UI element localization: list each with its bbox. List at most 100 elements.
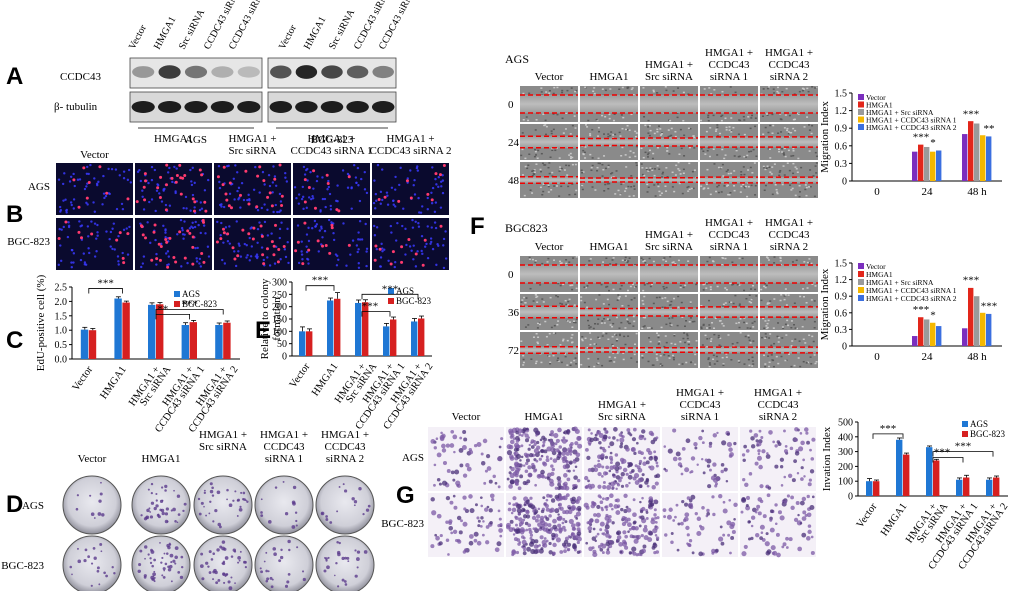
edu-nucleus-blue	[341, 169, 345, 172]
wound-texture	[537, 342, 540, 345]
invading-cell	[506, 477, 510, 481]
invading-cell	[608, 469, 612, 473]
wound-texture	[536, 341, 539, 344]
edu-nucleus-red	[174, 260, 178, 264]
wound-texture	[536, 295, 539, 298]
wound-texture	[603, 318, 606, 320]
invading-cell	[552, 542, 557, 548]
wound-texture	[574, 163, 577, 166]
wound-texture	[541, 193, 544, 196]
colony	[212, 520, 215, 523]
invading-cell	[602, 481, 606, 484]
invading-cell	[468, 540, 474, 546]
edu-nucleus-red	[164, 208, 168, 212]
wound-texture	[535, 332, 538, 335]
blot-lane-label: HMGA1	[302, 15, 328, 52]
invading-cell	[541, 474, 546, 479]
edu-nucleus-red	[226, 232, 230, 236]
colony	[292, 501, 296, 506]
edu-nucleus-blue	[109, 245, 112, 248]
invading-cell	[463, 507, 467, 511]
wound-texture	[808, 262, 811, 264]
wound-texture	[733, 170, 736, 172]
wound-column-label: HMGA1 + Src siRNA	[645, 229, 693, 253]
wound-texture	[742, 166, 745, 168]
wound-texture	[642, 303, 645, 305]
invading-cell	[601, 532, 604, 535]
legend-swatch	[858, 287, 864, 293]
invading-cell	[520, 520, 525, 525]
colony	[169, 553, 174, 558]
invading-cell	[607, 546, 610, 549]
wound-texture	[535, 163, 538, 165]
edu-nucleus-blue	[441, 191, 445, 195]
wound-texture	[624, 327, 627, 329]
wound-texture	[724, 117, 727, 120]
edu-nucleus-blue	[376, 163, 380, 167]
colony	[226, 488, 229, 492]
invading-cell	[748, 537, 752, 541]
colony	[342, 483, 345, 486]
edu-nucleus-blue	[386, 203, 390, 206]
wound-texture	[570, 337, 573, 339]
wound-texture	[716, 285, 719, 288]
wound-texture	[609, 88, 612, 90]
wound-texture	[646, 156, 649, 158]
wound-texture	[738, 303, 741, 305]
wound-texture	[604, 115, 607, 118]
wound-texture	[718, 344, 721, 346]
wound-texture	[521, 299, 524, 301]
wound-texture	[601, 164, 604, 166]
wound-texture	[590, 166, 593, 169]
invading-cell	[555, 537, 561, 543]
colony	[166, 520, 169, 523]
wound-texture	[784, 294, 787, 296]
invading-cell	[596, 462, 602, 469]
invading-cell	[639, 484, 643, 488]
wound-texture	[544, 124, 547, 126]
invading-cell	[619, 550, 623, 554]
colony	[263, 560, 266, 563]
invading-cell	[567, 509, 573, 515]
edu-nucleus-blue	[72, 207, 76, 210]
edu-nucleus-blue	[286, 241, 289, 244]
wound-texture	[797, 113, 800, 116]
wound-texture	[550, 132, 553, 135]
invading-cell	[473, 532, 477, 536]
wound-texture	[747, 358, 750, 361]
colony	[325, 515, 328, 518]
wound-texture	[744, 335, 747, 338]
wound-texture	[706, 346, 709, 348]
wound-texture	[604, 167, 607, 170]
wound-texture	[649, 129, 652, 132]
wound-texture	[780, 148, 783, 150]
wound-texture	[612, 134, 615, 136]
invading-cell	[542, 544, 545, 547]
x-tick-label: 48 h	[967, 351, 987, 363]
y-tick-label: 50	[277, 339, 287, 350]
wound-texture	[718, 320, 721, 322]
x-tick-label: 24	[922, 186, 934, 198]
wound-texture	[534, 150, 537, 153]
edu-nucleus-blue	[252, 188, 256, 191]
wound-texture	[765, 327, 768, 330]
wound-texture	[706, 168, 709, 171]
edu-nucleus-blue	[416, 165, 419, 168]
wound-texture	[608, 113, 611, 116]
edu-nucleus-red	[280, 204, 284, 208]
invading-cell	[715, 548, 719, 553]
wound-texture	[664, 86, 667, 88]
invading-cell	[727, 533, 731, 537]
colony	[138, 563, 142, 567]
colony	[156, 513, 160, 517]
colony	[148, 507, 151, 510]
wound-texture	[770, 173, 773, 175]
wound-texture	[708, 327, 711, 329]
wound-texture	[764, 333, 767, 335]
edu-nucleus-blue	[300, 197, 304, 201]
invading-cell	[445, 538, 450, 543]
invading-cell	[757, 511, 762, 516]
invading-cell	[587, 483, 592, 488]
wound-texture	[721, 163, 724, 166]
wound-texture	[532, 300, 535, 302]
